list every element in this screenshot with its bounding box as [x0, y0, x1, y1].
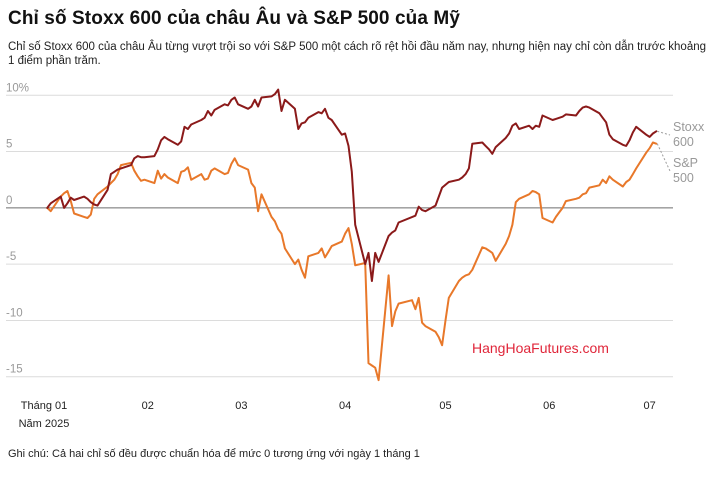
x-tick-label: 04 — [339, 400, 351, 412]
y-tick-label: 5 — [6, 139, 12, 151]
watermark: HangHoaFutures.com — [472, 340, 609, 356]
x-tick-label: 02 — [142, 400, 154, 412]
series-line-stoxx-600 — [46, 88, 658, 282]
series-label-stoxx-600: 600 — [673, 135, 694, 149]
x-tick-labels: Tháng 01 Năm 2025 02 03 04 05 06 07 — [19, 400, 656, 430]
x-tick-sublabel: Năm 2025 — [19, 418, 70, 430]
x-tick-label: 03 — [235, 400, 247, 412]
chart-subtitle: Chỉ số Stoxx 600 của châu Âu từng vượt t… — [8, 41, 707, 67]
chart-title: Chỉ số Stoxx 600 của châu Âu và S&P 500 … — [8, 8, 460, 29]
x-tick-label: Tháng 01 — [21, 400, 67, 412]
x-tick-label: 07 — [643, 400, 655, 412]
series-leader-s-p-500 — [656, 143, 671, 172]
y-tick-label: -15 — [6, 364, 23, 376]
x-tick-label: 06 — [543, 400, 555, 412]
series-label-stoxx-600: Stoxx — [673, 120, 705, 134]
x-tick-label: 05 — [439, 400, 451, 412]
y-tick-label: -5 — [6, 251, 16, 263]
y-tick-label: 0 — [6, 195, 12, 207]
series-line-s-p-500 — [46, 141, 658, 382]
series-leader-stoxx-600 — [657, 130, 671, 136]
series-label-s-p-500: S&P — [673, 156, 698, 170]
y-tick-label: 10% — [6, 82, 29, 94]
series-label-s-p-500: 500 — [673, 171, 694, 185]
footnote: Ghi chú: Cả hai chỉ số đều được chuẩn hó… — [8, 448, 420, 460]
y-tick-labels: 10% 5 0 -5 -10 -15 — [6, 82, 29, 375]
grid-lines — [6, 94, 673, 378]
y-tick-label: -10 — [6, 307, 23, 319]
series-lines — [46, 88, 671, 382]
